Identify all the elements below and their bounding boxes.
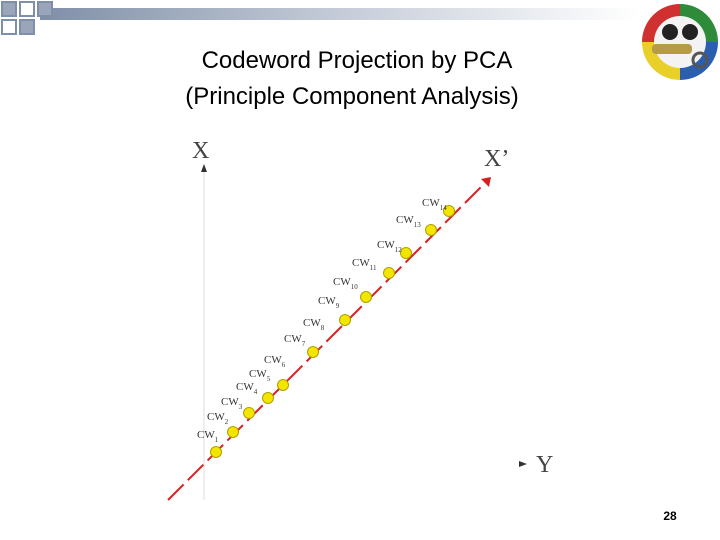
top-bar bbox=[40, 8, 640, 20]
codeword-dot bbox=[383, 267, 395, 279]
codeword-dot bbox=[400, 247, 412, 259]
codeword-label: CW5 bbox=[249, 368, 271, 383]
codeword-dot bbox=[227, 426, 239, 438]
codeword-base: CW bbox=[249, 368, 267, 380]
codeword-base: CW bbox=[396, 214, 414, 226]
title-line: Codeword Projection by PCA bbox=[202, 47, 513, 74]
codeword-sub: 4 bbox=[254, 388, 258, 396]
title-line: (Principle Component Analysis) bbox=[185, 83, 518, 110]
codeword-dot bbox=[443, 205, 455, 217]
codeword-base: CW bbox=[221, 396, 239, 408]
codeword-label: CW8 bbox=[303, 317, 325, 332]
codeword-base: CW bbox=[352, 257, 370, 269]
codeword-dot bbox=[425, 224, 437, 236]
principal-axis bbox=[167, 183, 485, 501]
codeword-sub: 13 bbox=[414, 221, 422, 229]
codeword-label: CW9 bbox=[318, 295, 340, 310]
codeword-label: CW7 bbox=[284, 333, 306, 348]
logo bbox=[642, 4, 718, 80]
codeword-label: CW11 bbox=[352, 257, 377, 272]
codeword-sub: 5 bbox=[267, 375, 271, 383]
axis-label: X bbox=[192, 138, 209, 164]
codeword-dot bbox=[277, 379, 289, 391]
axis-label: X’ bbox=[484, 146, 509, 172]
corner-squares bbox=[1, 1, 53, 35]
codeword-label: CW2 bbox=[207, 411, 229, 426]
codeword-dot bbox=[307, 346, 319, 358]
codeword-sub: 1 bbox=[215, 436, 219, 444]
codeword-label: CW3 bbox=[221, 396, 243, 411]
codeword-base: CW bbox=[264, 354, 282, 366]
codeword-label: CW4 bbox=[236, 381, 258, 396]
codeword-dot bbox=[262, 392, 274, 404]
codeword-label: CW14 bbox=[422, 197, 447, 212]
codeword-dot bbox=[339, 314, 351, 326]
codeword-base: CW bbox=[284, 333, 302, 345]
codeword-base: CW bbox=[303, 317, 321, 329]
y-axis-arrow bbox=[519, 461, 527, 467]
codeword-dot bbox=[243, 407, 255, 419]
codeword-base: CW bbox=[236, 381, 254, 393]
codeword-label: CW10 bbox=[333, 276, 358, 291]
axis-label: Y bbox=[536, 452, 553, 478]
codeword-sub: 6 bbox=[282, 361, 286, 369]
x-axis-arrow bbox=[201, 164, 207, 172]
codeword-sub: 14 bbox=[440, 204, 448, 212]
codeword-sub: 10 bbox=[351, 283, 359, 291]
codeword-base: CW bbox=[207, 411, 225, 423]
codeword-base: CW bbox=[333, 276, 351, 288]
codeword-base: CW bbox=[197, 429, 215, 441]
codeword-label: CW13 bbox=[396, 214, 421, 229]
codeword-base: CW bbox=[377, 239, 395, 251]
codeword-sub: 2 bbox=[225, 418, 229, 426]
principal-axis-arrow bbox=[481, 177, 491, 187]
codeword-sub: 7 bbox=[302, 340, 306, 348]
codeword-base: CW bbox=[422, 197, 440, 209]
codewords: CW1CW2CW3CW4CW5CW6CW7CW8CW9CW10CW11CW12C… bbox=[197, 197, 455, 458]
codeword-base: CW bbox=[318, 295, 336, 307]
codeword-label: CW6 bbox=[264, 354, 286, 369]
codeword-dot bbox=[360, 291, 372, 303]
codeword-sub: 9 bbox=[336, 302, 340, 310]
page-number: 28 bbox=[663, 509, 677, 523]
codeword-label: CW1 bbox=[197, 429, 219, 444]
codeword-sub: 3 bbox=[239, 403, 243, 411]
codeword-sub: 11 bbox=[370, 264, 377, 272]
codeword-label: CW12 bbox=[377, 239, 402, 254]
codeword-sub: 12 bbox=[395, 246, 403, 254]
codeword-dot bbox=[210, 446, 222, 458]
codeword-sub: 8 bbox=[321, 324, 325, 332]
